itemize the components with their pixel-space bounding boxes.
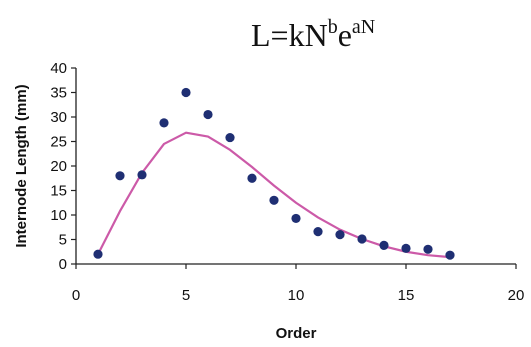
data-point bbox=[401, 243, 411, 253]
x-tick-label: 15 bbox=[398, 287, 415, 304]
title-exp1: b bbox=[328, 16, 338, 38]
y-tick-label: 35 bbox=[50, 85, 67, 102]
y-tick-label: 5 bbox=[59, 232, 67, 249]
data-point bbox=[313, 227, 323, 237]
y-tick-label: 0 bbox=[59, 256, 67, 273]
data-point bbox=[137, 170, 147, 180]
x-tick-label: 20 bbox=[508, 287, 525, 304]
data-point bbox=[335, 230, 345, 240]
plot-area: 0 5 10 15 20 25 30 35 40 0 5 10 15 20 bbox=[50, 60, 524, 304]
data-point bbox=[423, 244, 433, 254]
data-point bbox=[181, 87, 191, 98]
data-point bbox=[203, 109, 213, 120]
data-point bbox=[357, 234, 367, 244]
y-axis-title: Internode Length (mm) bbox=[13, 84, 30, 247]
y-tick-label: 30 bbox=[50, 109, 67, 126]
y-tick-label: 25 bbox=[50, 134, 67, 151]
x-tick-label: 0 bbox=[72, 287, 80, 304]
title-base1: L=kN bbox=[251, 17, 328, 53]
data-point bbox=[445, 250, 455, 260]
y-tick-label: 10 bbox=[50, 207, 67, 224]
data-point bbox=[247, 173, 257, 183]
data-point bbox=[159, 118, 169, 128]
x-tick-label: 5 bbox=[182, 287, 190, 304]
x-tick-label: 10 bbox=[288, 287, 305, 304]
y-tick-label: 20 bbox=[50, 158, 67, 175]
data-point bbox=[269, 195, 279, 205]
data-point bbox=[93, 249, 103, 259]
chart-title: L=kNbeaN bbox=[251, 16, 375, 53]
y-tick-label: 40 bbox=[50, 60, 67, 77]
data-point bbox=[379, 240, 389, 250]
title-base2: e bbox=[338, 17, 352, 53]
data-point bbox=[291, 213, 301, 224]
data-point bbox=[115, 171, 125, 181]
x-axis-title: Order bbox=[276, 325, 317, 342]
y-tick-label: 15 bbox=[50, 183, 67, 200]
title-exp2: aN bbox=[352, 16, 375, 38]
fit-line bbox=[97, 131, 451, 259]
data-point bbox=[225, 132, 235, 143]
